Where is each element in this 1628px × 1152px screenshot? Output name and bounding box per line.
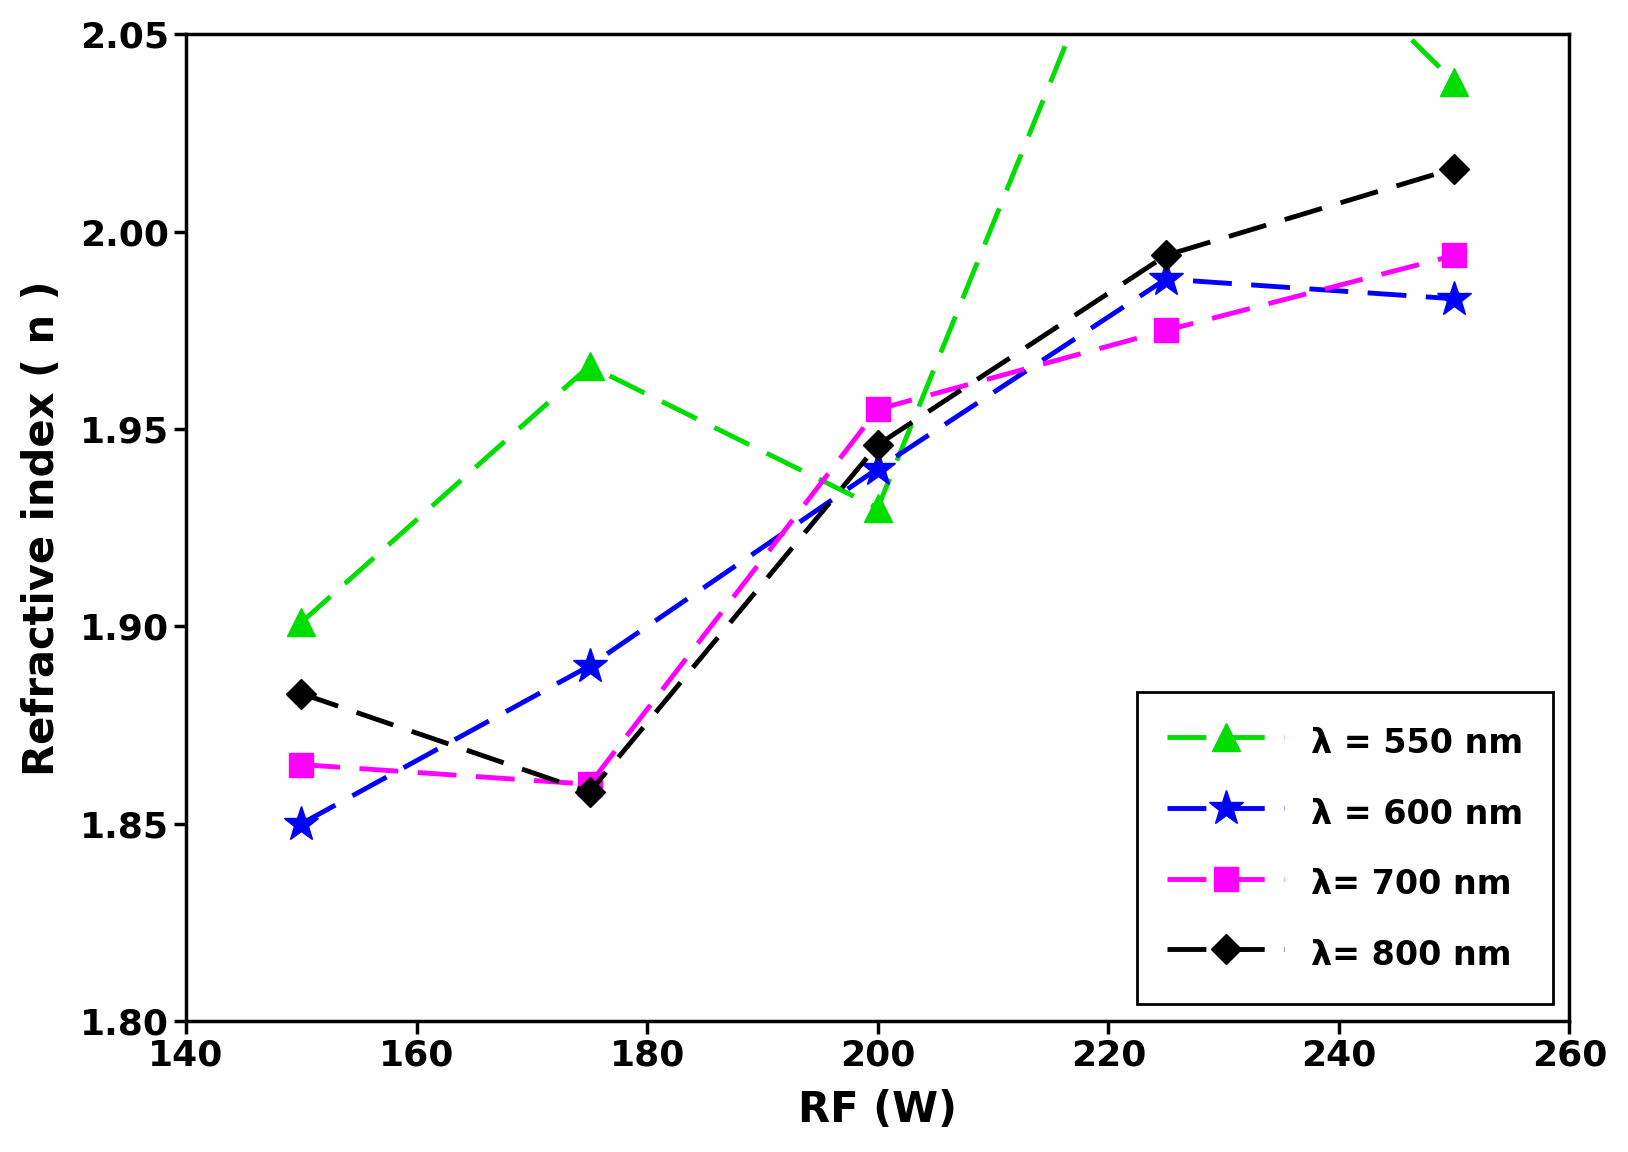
λ= 800 nm: [1156, 249, 1175, 263]
λ= 700 nm: [1156, 324, 1175, 338]
λ= 800 nm: [1444, 161, 1464, 175]
λ = 600 nm: [580, 659, 599, 673]
λ = 550 nm: [868, 501, 887, 515]
λ= 700 nm: [291, 758, 311, 772]
λ= 800 nm: [291, 687, 311, 700]
λ= 700 nm: [868, 402, 887, 416]
λ = 600 nm: [1156, 272, 1175, 286]
λ = 550 nm: [291, 615, 311, 629]
λ= 700 nm: [580, 778, 599, 791]
λ = 600 nm: [868, 462, 887, 476]
λ = 550 nm: [580, 359, 599, 373]
Line: λ = 550 nm: λ = 550 nm: [288, 0, 1468, 636]
λ = 550 nm: [1444, 75, 1464, 89]
Y-axis label: Refractive index ( n ): Refractive index ( n ): [21, 280, 63, 775]
X-axis label: RF (W): RF (W): [798, 1089, 957, 1131]
Line: λ= 700 nm: λ= 700 nm: [290, 243, 1465, 796]
λ= 700 nm: [1444, 249, 1464, 263]
λ = 600 nm: [1444, 291, 1464, 305]
Legend: λ = 550 nm, λ = 600 nm, λ= 700 nm, λ= 800 nm: λ = 550 nm, λ = 600 nm, λ= 700 nm, λ= 80…: [1138, 692, 1553, 1005]
Line: λ = 600 nm: λ = 600 nm: [283, 262, 1472, 842]
λ = 600 nm: [291, 817, 311, 831]
λ= 800 nm: [868, 438, 887, 452]
Line: λ= 800 nm: λ= 800 nm: [291, 158, 1465, 803]
λ= 800 nm: [580, 786, 599, 799]
